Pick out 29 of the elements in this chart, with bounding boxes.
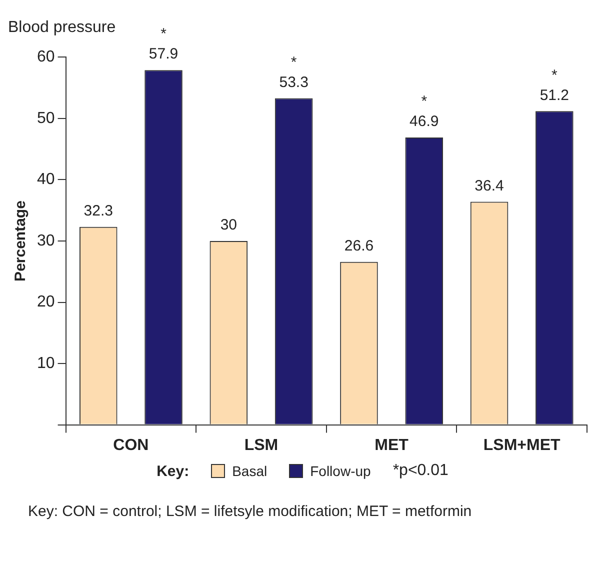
text: Key: CON = control; LSM = lifetsyle modification; MET = metformin [27,502,473,522]
annotation: * [421,93,428,110]
annotation: * [290,54,297,71]
legend-label: Basal [232,463,268,479]
data-label: 46.9 [410,113,439,130]
text: * [160,26,167,43]
legend-title: Key: [156,462,190,480]
data-label: 26.6 [344,237,374,254]
y-tick-label: 60 [37,48,55,66]
data-label: 53.3 [279,74,308,91]
x-tick-label: MET [374,436,409,454]
x-tick-label: LSM+MET [483,436,561,454]
y-tick-label: 50 [37,110,55,127]
x-tick-label: CON [113,436,149,454]
y-tick-label: 30 [37,232,55,250]
data-label: 30 [220,216,238,234]
y-tick-label: 40 [37,171,55,188]
data-label: 51.2 [540,86,570,104]
y-axis-title: Percentage [12,200,30,282]
chart-title: Blood pressure [8,19,116,36]
data-label: 36.4 [474,177,504,194]
annotation: * [552,66,558,84]
data-label: 57.9 [148,46,178,63]
y-tick-label: 20 [37,294,55,311]
legend-label: Follow-up [310,463,371,479]
text: *p<0.01 [392,462,448,480]
y-tick-label: 10 [37,354,55,372]
x-tick-label: LSM [244,436,278,454]
data-label: 32.3 [84,202,113,220]
